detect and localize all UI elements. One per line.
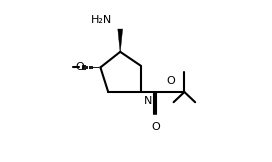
Text: O: O bbox=[152, 122, 160, 132]
Text: N: N bbox=[144, 96, 153, 106]
Polygon shape bbox=[118, 29, 123, 52]
Text: H₂N: H₂N bbox=[91, 15, 112, 25]
Text: O: O bbox=[75, 62, 84, 72]
Text: O: O bbox=[167, 76, 175, 86]
